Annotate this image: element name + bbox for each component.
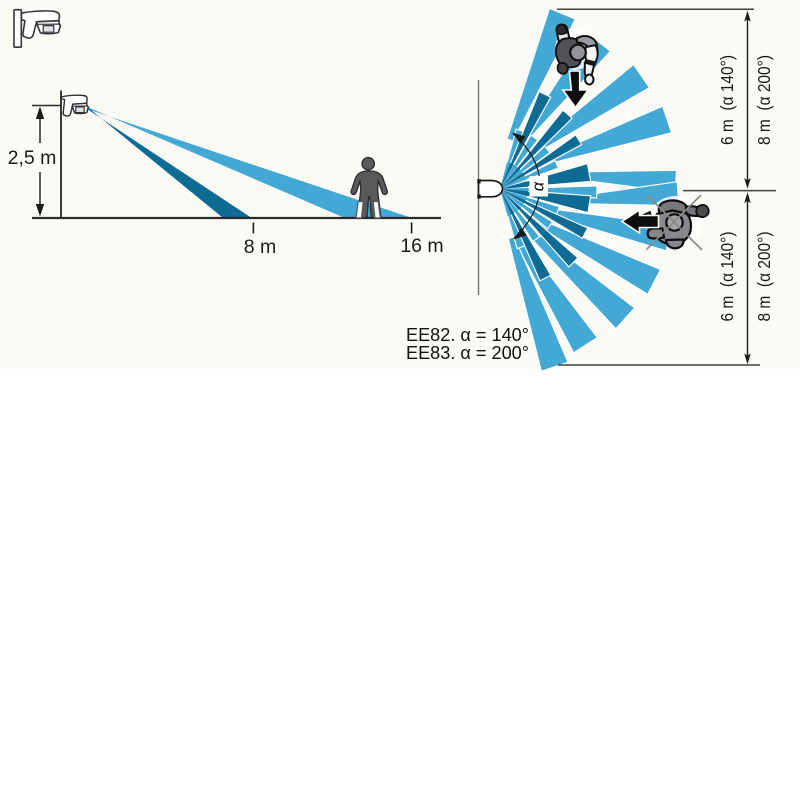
- svg-text:8 m (α 200°): 8 m (α 200°): [754, 55, 774, 145]
- svg-text:16 m: 16 m: [400, 235, 443, 257]
- svg-text:α: α: [529, 181, 547, 191]
- svg-text:8 m: 8 m: [244, 236, 277, 258]
- svg-text:6 m (α 140°): 6 m (α 140°): [717, 232, 737, 322]
- svg-text:EE82. α = 140°: EE82. α = 140°: [406, 325, 529, 345]
- svg-text:8 m (α 200°): 8 m (α 200°): [754, 232, 774, 322]
- svg-text:2,5 m: 2,5 m: [8, 147, 57, 169]
- svg-text:EE83. α = 200°: EE83. α = 200°: [406, 343, 529, 363]
- svg-text:6 m (α 140°): 6 m (α 140°): [717, 55, 737, 145]
